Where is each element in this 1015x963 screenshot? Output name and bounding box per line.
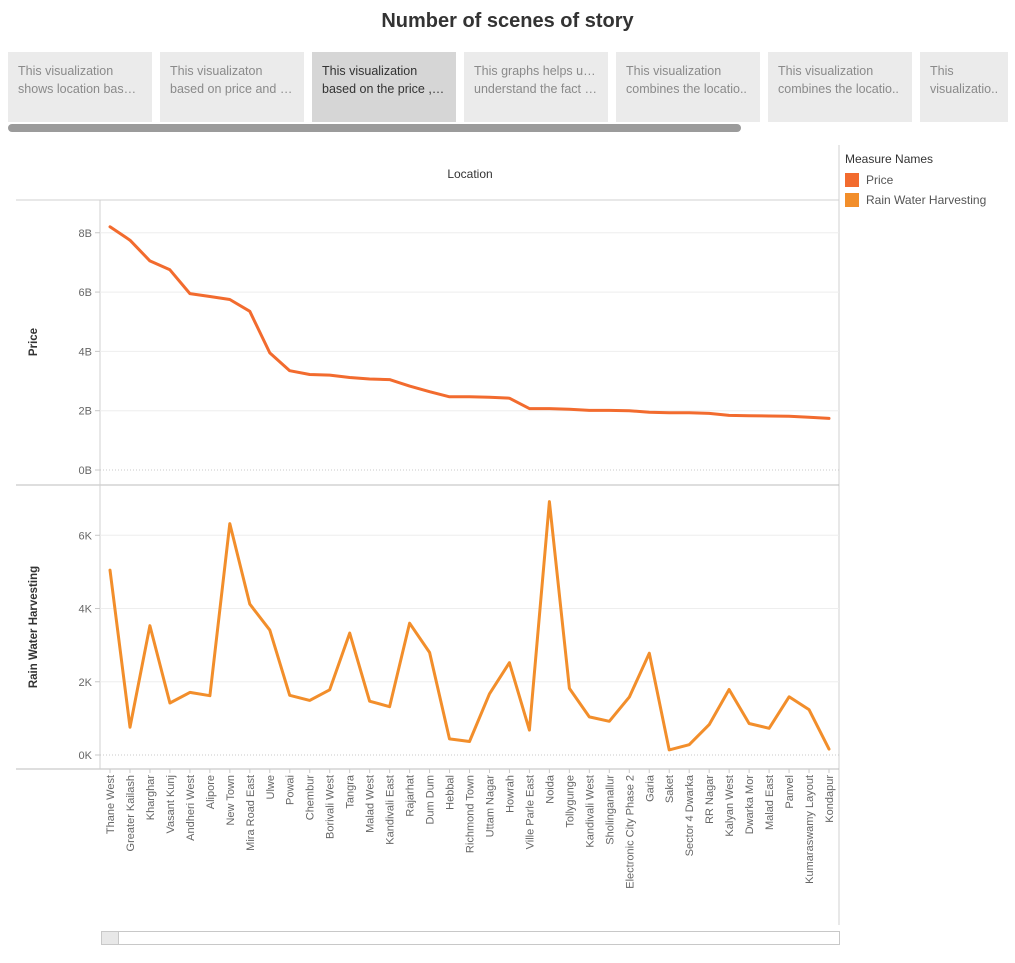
story-navigator: This visualization shows location based .… (8, 52, 1008, 122)
horizontal-scroll-thumb[interactable] (102, 932, 119, 944)
story-point-caption-line: This visualization (322, 64, 418, 78)
x-tick-label: Saket (664, 775, 676, 803)
legend-label: Price (866, 173, 894, 187)
legend-title: Measure Names (845, 152, 934, 166)
y-axis-title: Rain Water Harvesting (28, 566, 40, 688)
x-tick-label: Andheri West (185, 775, 197, 841)
x-tick-label: RR Nagar (704, 775, 716, 824)
series-line-price (108, 225, 831, 420)
x-tick-label: Dum Dum (425, 775, 437, 825)
y-axis-title: Price (28, 328, 40, 356)
story-point-5[interactable]: This visualization combines the locatio.. (616, 52, 760, 122)
horizontal-scrollbar[interactable] (101, 931, 840, 945)
x-tick-label: Panvel (784, 775, 796, 809)
x-tick-label: Kandivali East (385, 775, 397, 845)
legend-item-rain-water-harvesting[interactable]: Rain Water Harvesting (845, 190, 1010, 210)
x-tick-label: Electronic City Phase 2 (624, 775, 636, 889)
x-tick-label: Uttam Nagar (485, 775, 497, 838)
story-point-3[interactable]: This visualization based on the price ,R.… (312, 52, 456, 122)
x-tick-label: Chembur (305, 775, 317, 821)
x-tick-label: Hebbal (445, 775, 457, 810)
legend-swatch-rain-water-harvesting (845, 193, 859, 207)
x-tick-label: Vasant Kunj (165, 775, 177, 834)
y-tick-label: 8B (79, 228, 92, 240)
y-tick-label: 0B (79, 465, 92, 477)
story-point-caption-line: This visualization (778, 64, 874, 78)
story-nav-scroll-thumb[interactable] (8, 124, 741, 132)
y-tick-label: 0K (79, 750, 93, 762)
x-tick-label: Howrah (504, 775, 516, 813)
x-tick-label: Tollygunge (564, 775, 576, 828)
story-point-caption-line: based on price and ar.. (170, 82, 294, 96)
story-point-6[interactable]: This visualization combines the locatio.. (768, 52, 912, 122)
x-tick-label: Kumaraswamy Layout (804, 775, 816, 884)
story-point-2[interactable]: This visualizaton based on price and ar.. (160, 52, 304, 122)
story-point-caption-line: This visualization (18, 64, 114, 78)
x-tick-label: Rajarhat (405, 775, 417, 817)
x-tick-label: Ulwe (265, 775, 277, 799)
story-point-caption-line: based on the price ,R.. (322, 82, 446, 96)
x-tick-label: Malad West (365, 775, 377, 833)
story-point-caption-line: This graphs helps us to (474, 64, 598, 78)
story-nav-scrollbar[interactable] (8, 124, 1008, 132)
x-tick-label: New Town (225, 775, 237, 826)
legend: Measure Names Price Rain Water Harvestin… (845, 152, 1010, 210)
y-tick-label: 6K (79, 530, 93, 542)
x-tick-label: Thane West (105, 775, 117, 834)
x-tick-label: Dwarka Mor (744, 775, 756, 835)
y-tick-label: 2K (79, 677, 93, 689)
x-tick-label: Richmond Town (465, 775, 477, 853)
legend-label: Rain Water Harvesting (866, 193, 987, 207)
story-point-caption-line: This visualizaton (170, 64, 263, 78)
story-point-caption-line: shows location based .. (18, 82, 142, 96)
y-tick-label: 6B (79, 287, 92, 299)
x-tick-label: Garia (644, 774, 656, 802)
story-point-caption-line: combines the locatio.. (778, 82, 899, 96)
legend-swatch-price (845, 173, 859, 187)
story-point-4[interactable]: This graphs helps us to understand the fa… (464, 52, 608, 122)
x-tick-label: Borivali West (325, 775, 337, 839)
series-line-rain-water-harvesting (108, 500, 831, 752)
y-tick-label: 4B (79, 346, 92, 358)
story-point-caption-line: combines the locatio.. (626, 82, 747, 96)
story-point-7[interactable]: This visualizatio.. (920, 52, 1008, 122)
column-header: Location (447, 167, 492, 181)
x-tick-label: Tangra (345, 774, 357, 809)
story-title: Number of scenes of story (381, 10, 634, 32)
chart: Location 0B 2B 4B 6B 8B Price 0K 2K 4K 6K Rain Wat… (16, 145, 840, 925)
x-tick-label: Powai (285, 775, 297, 805)
x-tick-label: Sector 4 Dwarka (684, 774, 696, 856)
story-point-caption-line: This visualization (626, 64, 722, 78)
x-tick-label: Malad East (764, 775, 776, 830)
story-point-caption-line: visualizatio.. (930, 82, 999, 96)
x-tick-label: Kalyan West (724, 775, 736, 837)
y-tick-label: 2B (79, 406, 92, 418)
legend-item-price[interactable]: Price (845, 170, 1010, 190)
x-tick-label: Alipore (205, 775, 217, 809)
story-point-caption-line: understand the fact o.. (474, 82, 598, 96)
story-point-caption-line: This (930, 64, 954, 78)
x-tick-label: Ville Parle East (524, 775, 536, 849)
story-point-1[interactable]: This visualization shows location based .… (8, 52, 152, 122)
x-tick-label: Kharghar (145, 775, 157, 821)
x-tick-label: Mira Road East (245, 775, 257, 851)
x-tick-label: Greater Kailash (125, 775, 137, 851)
y-tick-label: 4K (79, 604, 93, 616)
x-tick-label: Kandivali West (584, 775, 596, 848)
x-tick-label: Kondapur (824, 775, 836, 823)
x-tick-label: Sholinganallur (604, 775, 616, 845)
x-tick-label: Noida (544, 774, 556, 804)
